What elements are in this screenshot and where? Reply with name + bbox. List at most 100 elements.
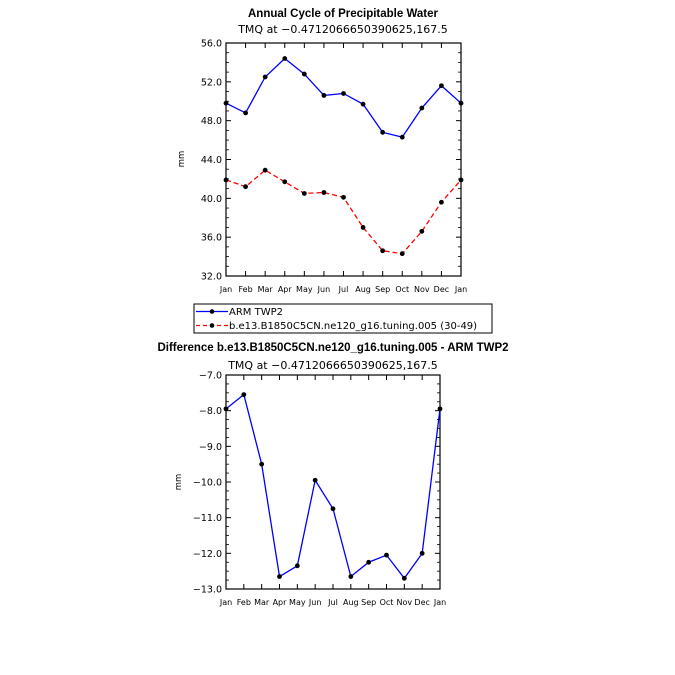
y-tick-label: 36.0 (201, 233, 222, 244)
chart1-x-ticks: Jan Feb Mar Apr May Jun Jul Aug Sep Oct Nov Dec Jan (219, 43, 467, 294)
data-point (439, 83, 444, 89)
x-tick-label: Mar (258, 285, 274, 294)
legend-label-model: b.e13.B1850C5CN.ne120_g16.tuning.005 (30… (229, 321, 477, 332)
data-point (360, 225, 366, 230)
data-point (380, 248, 386, 254)
data-point (243, 110, 248, 116)
chart1-title: Annual Cycle of Precipitable Water (248, 8, 439, 20)
chart2-y-ticks: −13.0 −12.0 −11.0 −10.0 −9.0 −8.0 −7.0 (193, 371, 440, 596)
data-point (399, 134, 405, 140)
x-tick-label: Mar (254, 598, 270, 607)
plot-frame (225, 42, 462, 277)
data-point (241, 392, 247, 398)
chart2-y-axis-label: mm (174, 474, 184, 491)
data-point (419, 105, 425, 111)
x-tick-label: Nov (414, 285, 430, 294)
chart2-series (223, 392, 443, 581)
chart1-y-axis-label: mm (177, 151, 187, 168)
y-tick-label: 48.0 (201, 116, 222, 127)
data-point (223, 100, 229, 106)
chart1-legend: ARM TWP2 b.e13.B1850C5CN.ne120_g16.tunin… (193, 303, 493, 334)
data-point (262, 167, 268, 173)
x-tick-label: Sep (375, 285, 390, 294)
data-point (282, 56, 288, 61)
data-point (321, 93, 327, 98)
precipitable-water-chart: Annual Cycle of Precipitable Water TMQ a… (177, 8, 467, 294)
y-tick-label: −13.0 (193, 585, 222, 596)
legend-label-arm: ARM TWP2 (229, 307, 283, 318)
y-tick-label: 52.0 (201, 77, 222, 88)
y-tick-label: 40.0 (201, 194, 222, 205)
chart1-subtitle: TMQ at −0.4712066650390625,167.5 (237, 23, 448, 36)
y-tick-label: −11.0 (193, 513, 222, 524)
x-tick-label: Jan (433, 598, 446, 607)
difference-chart: Difference b.e13.B1850C5CN.ne120_g16.tun… (157, 342, 508, 607)
series-line-1 (225, 169, 462, 255)
chart1-y-ticks: 32.0 36.0 40.0 44.0 48.0 52.0 56.0 (201, 39, 461, 283)
data-point (282, 179, 288, 185)
x-tick-label: Apr (278, 285, 293, 294)
chart1-series (223, 56, 464, 257)
y-tick-label: −9.0 (199, 442, 222, 453)
data-point (458, 177, 464, 183)
y-tick-label: −8.0 (199, 406, 222, 417)
chart2-x-ticks: Jan Feb Mar Apr May Jun Jul Aug Sep Oct Nov Dec Jan (219, 375, 446, 607)
y-tick-label: −10.0 (193, 478, 222, 489)
x-tick-label: Jul (338, 285, 349, 294)
y-tick-label: 44.0 (201, 155, 222, 166)
data-point (366, 559, 372, 565)
x-tick-label: Jan (219, 285, 232, 294)
x-tick-label: Dec (414, 598, 429, 607)
data-point (301, 191, 307, 196)
chart2-axes (225, 374, 441, 590)
x-tick-label: Jun (317, 285, 331, 294)
data-point (419, 550, 425, 556)
x-tick-label: Aug (355, 285, 371, 294)
data-point (439, 199, 444, 205)
data-point (223, 406, 229, 412)
x-tick-label: Jul (327, 598, 338, 607)
data-point (380, 129, 386, 135)
x-tick-label: Feb (237, 598, 251, 607)
x-tick-label: Nov (397, 598, 413, 607)
legend-marker-arm (209, 309, 215, 314)
data-point (399, 251, 405, 257)
data-point (312, 477, 318, 483)
data-point (341, 91, 346, 96)
x-tick-label: Dec (434, 285, 449, 294)
data-point (341, 194, 346, 200)
x-tick-label: May (296, 285, 313, 294)
data-point (243, 184, 248, 190)
x-tick-label: Feb (238, 285, 252, 294)
y-tick-label: 32.0 (201, 272, 222, 283)
data-point (330, 506, 336, 512)
data-point (321, 190, 327, 195)
legend-marker-model (209, 323, 215, 328)
data-point (348, 574, 354, 579)
chart1-axes (225, 42, 462, 277)
data-point (294, 563, 300, 569)
y-tick-label: 56.0 (201, 39, 222, 50)
data-point (437, 406, 443, 412)
data-point (419, 228, 425, 234)
data-point (401, 575, 407, 581)
data-point (458, 100, 464, 106)
data-point (360, 101, 366, 107)
x-tick-label: Jan (454, 285, 467, 294)
x-tick-label: Jun (308, 598, 322, 607)
x-tick-label: Oct (395, 285, 409, 294)
plot-frame (225, 374, 441, 590)
x-tick-label: Apr (273, 598, 288, 607)
y-tick-label: −7.0 (199, 371, 222, 382)
data-point (301, 71, 307, 77)
x-tick-label: Oct (380, 598, 394, 607)
data-point (384, 552, 389, 558)
x-tick-label: Sep (361, 598, 376, 607)
data-point (259, 461, 265, 467)
legend-box (193, 303, 493, 334)
x-tick-label: Aug (343, 598, 359, 607)
series-line-0 (225, 57, 462, 138)
x-tick-label: May (289, 598, 306, 607)
data-point (277, 574, 282, 579)
